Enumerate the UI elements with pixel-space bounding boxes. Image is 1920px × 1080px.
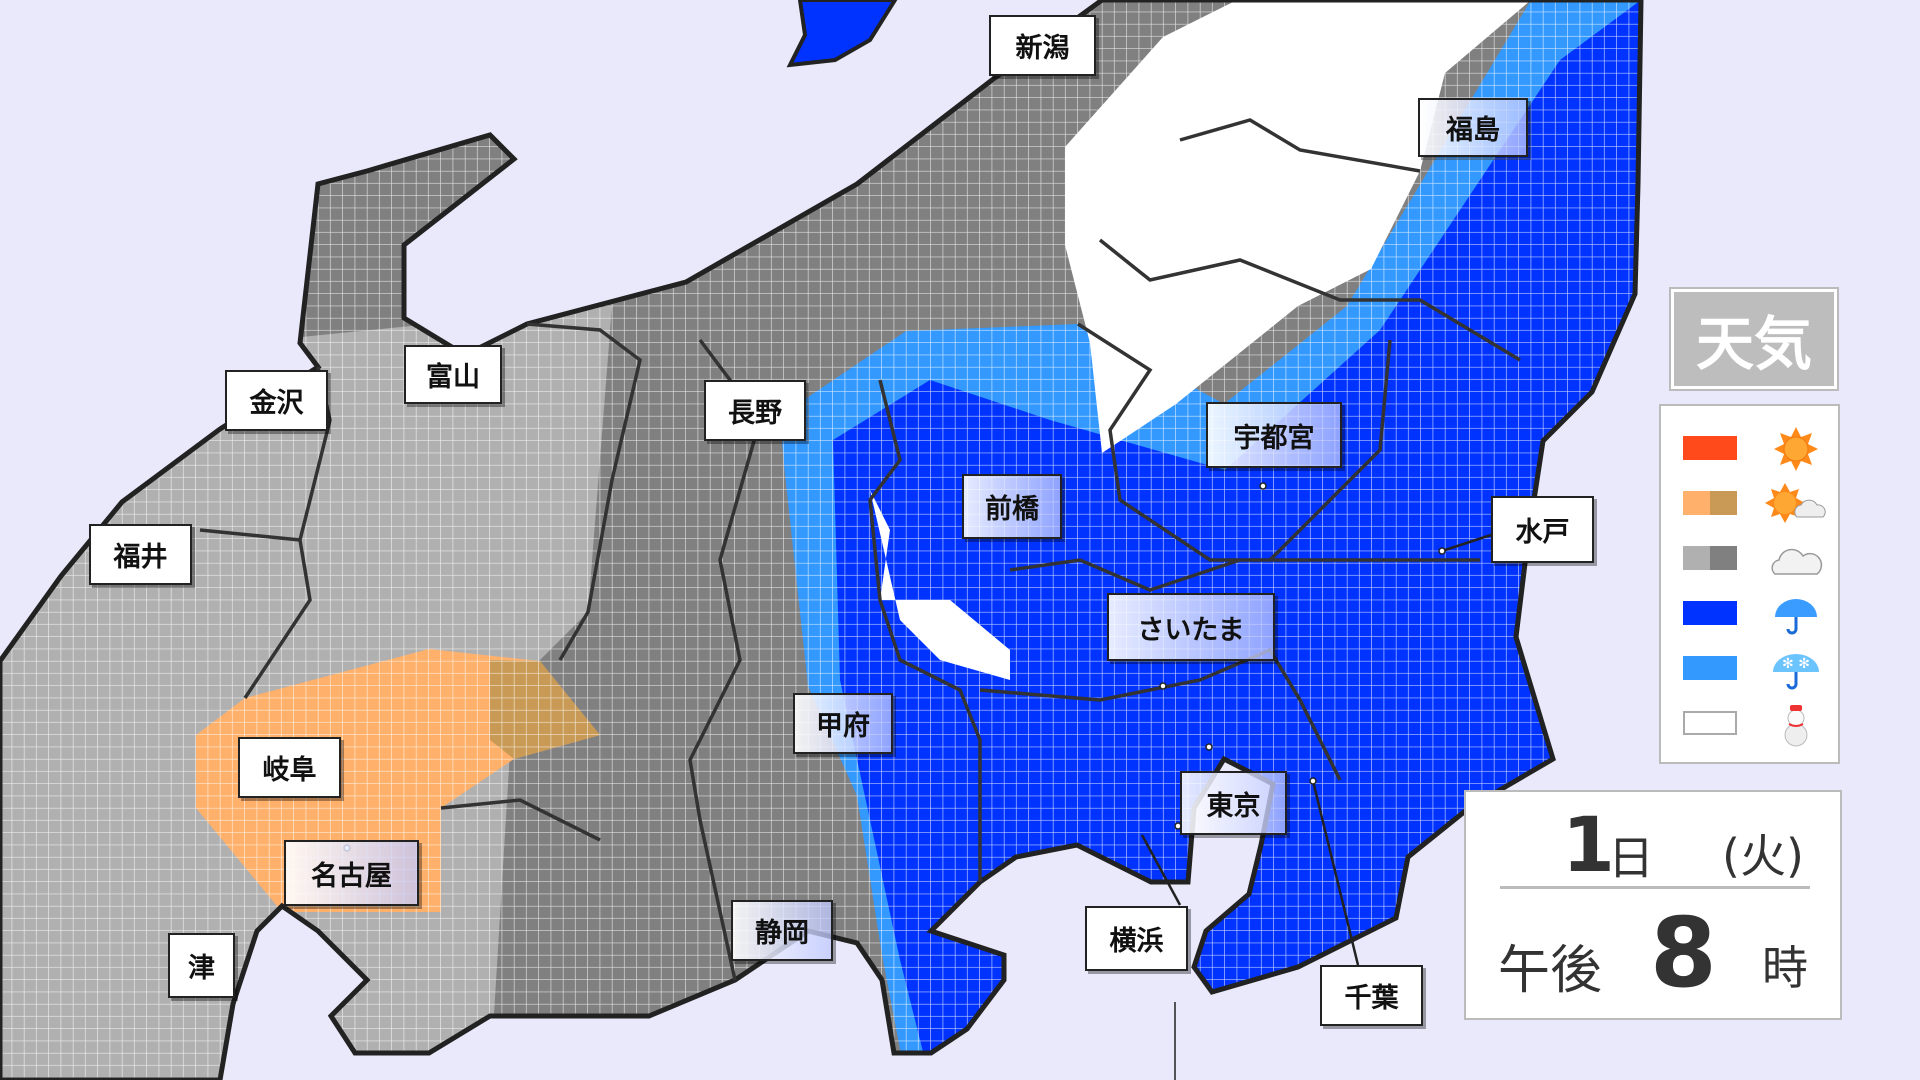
sado-island (786, 0, 898, 68)
city-name: 富山 (426, 362, 480, 393)
city-name: 津 (188, 953, 215, 984)
city-label-yokohama: 横浜 (1085, 906, 1188, 971)
city-name: 長野 (728, 398, 782, 429)
swatch-sunny-cloudy (1683, 491, 1737, 515)
legend-row-cloudy (1683, 540, 1823, 580)
sun-icon (1774, 427, 1818, 471)
legend-row-sunny-cloudy (1683, 483, 1826, 525)
city-name: 横浜 (1109, 926, 1164, 957)
city-name: さいたま (1137, 614, 1245, 646)
city-label-mito: 水戸 (1491, 496, 1594, 563)
am-pm: 午後 (1498, 941, 1603, 1001)
weekday: (火) (1722, 829, 1804, 883)
city-markers (343, 482, 1492, 1080)
city-label-shizuoka: 静岡 (731, 900, 833, 961)
city-label-fukui: 福井 (89, 524, 192, 585)
legend-row-sunny (1683, 427, 1823, 471)
city-label-toyama: 富山 (404, 345, 502, 404)
city-label-nagoya: 名古屋 (284, 840, 419, 906)
city-name: 新潟 (1015, 33, 1070, 64)
city-label-utsunomiya: 宇都宮 (1206, 402, 1342, 468)
umbrella-snow-icon: ✻ ✻ (1773, 654, 1819, 690)
cloud-icon (1771, 548, 1823, 575)
city-name: 金沢 (249, 388, 304, 419)
day-number: 1 (1562, 800, 1615, 889)
legend: ✻ ✻ (1659, 404, 1840, 764)
snowman-icon (1784, 705, 1808, 747)
day-unit: 日 (1608, 831, 1654, 885)
swatch-rain (1683, 601, 1737, 625)
legend-row-rain (1683, 595, 1823, 635)
legend-row-snow (1683, 705, 1823, 747)
city-label-chiba: 千葉 (1320, 965, 1423, 1026)
legend-row-rain-snow: ✻ ✻ (1683, 650, 1823, 690)
city-label-nagano: 長野 (704, 380, 806, 441)
swatch-cloudy (1683, 546, 1737, 570)
svg-text:✻ ✻: ✻ ✻ (1782, 656, 1810, 672)
city-label-maebashi: 前橋 (962, 474, 1062, 539)
city-name: 水戸 (1515, 517, 1570, 548)
hour-number: 8 (1650, 897, 1717, 1009)
swatch-sunny (1683, 436, 1737, 460)
city-label-saitama: さいたま (1107, 593, 1275, 661)
city-name: 千葉 (1344, 983, 1399, 1014)
sun-cloud-icon (1765, 483, 1826, 523)
city-name: 名古屋 (311, 860, 392, 892)
city-name: 福島 (1446, 115, 1500, 146)
city-label-kofu: 甲府 (793, 693, 893, 754)
city-name: 静岡 (755, 918, 809, 949)
swatch-rain-snow (1683, 656, 1737, 680)
city-label-tokyo: 東京 (1180, 771, 1287, 835)
city-label-fukushima: 福島 (1418, 98, 1528, 157)
city-name: 甲府 (816, 711, 870, 742)
city-label-kanazawa: 金沢 (225, 370, 328, 431)
forecast-time: 1 日 (火) 午後 8 時 (1464, 790, 1842, 1020)
swatch-snow (1683, 711, 1737, 735)
city-name: 東京 (1206, 790, 1261, 822)
city-label-gifu: 岐阜 (238, 737, 341, 798)
map-title: 天気 (1669, 287, 1839, 391)
title-text: 天気 (1695, 310, 1812, 378)
umbrella-icon (1775, 599, 1817, 635)
city-label-niigata: 新潟 (989, 15, 1096, 76)
city-name: 宇都宮 (1233, 422, 1315, 454)
city-name: 岐阜 (262, 755, 317, 786)
city-name: 福井 (113, 542, 168, 573)
hour-unit: 時 (1762, 941, 1808, 995)
city-name: 前橋 (985, 494, 1039, 525)
prefecture-borders (199, 118, 1521, 981)
divider (1500, 886, 1810, 889)
city-label-tsu: 津 (168, 933, 235, 998)
